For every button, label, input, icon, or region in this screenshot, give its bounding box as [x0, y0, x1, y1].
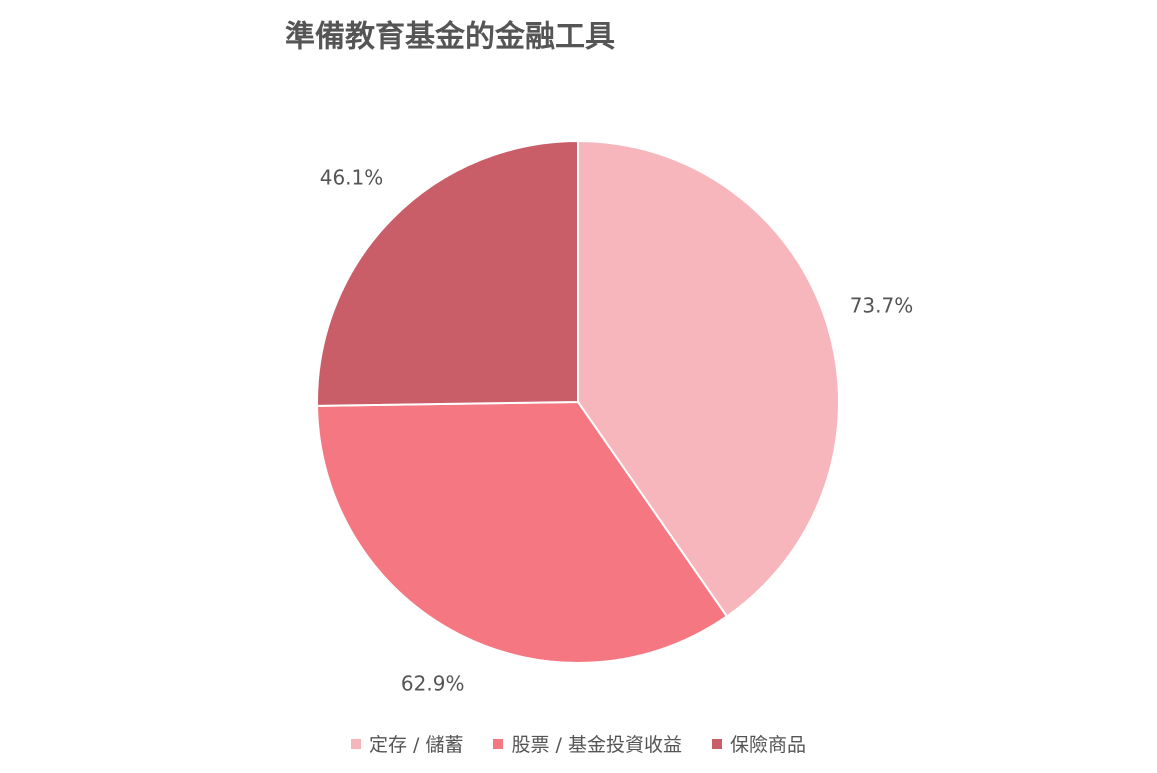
data-label: 62.9% — [401, 671, 465, 695]
legend-label: 股票 / 基金投資收益 — [511, 734, 682, 756]
legend-swatch — [351, 738, 361, 749]
legend-swatch — [711, 738, 722, 749]
legend-item: 股票 / 基金投資收益 — [493, 730, 682, 757]
data-label: 46.1% — [320, 165, 384, 189]
pie-slice — [316, 400, 729, 664]
pie-slice — [577, 139, 840, 618]
pie-slice — [316, 139, 579, 407]
legend-label: 保險商品 — [729, 734, 806, 756]
legend-swatch — [493, 738, 504, 749]
legend-item: 保險商品 — [711, 730, 806, 757]
chart-title: 準備教育基金的金融工具 — [285, 20, 615, 55]
data-label: 73.7% — [850, 293, 914, 317]
legend-item: 定存 / 儲蓄 — [351, 730, 463, 757]
legend: 定存 / 儲蓄 股票 / 基金投資收益 保險商品 — [0, 730, 1157, 757]
legend-label: 定存 / 儲蓄 — [369, 734, 464, 756]
